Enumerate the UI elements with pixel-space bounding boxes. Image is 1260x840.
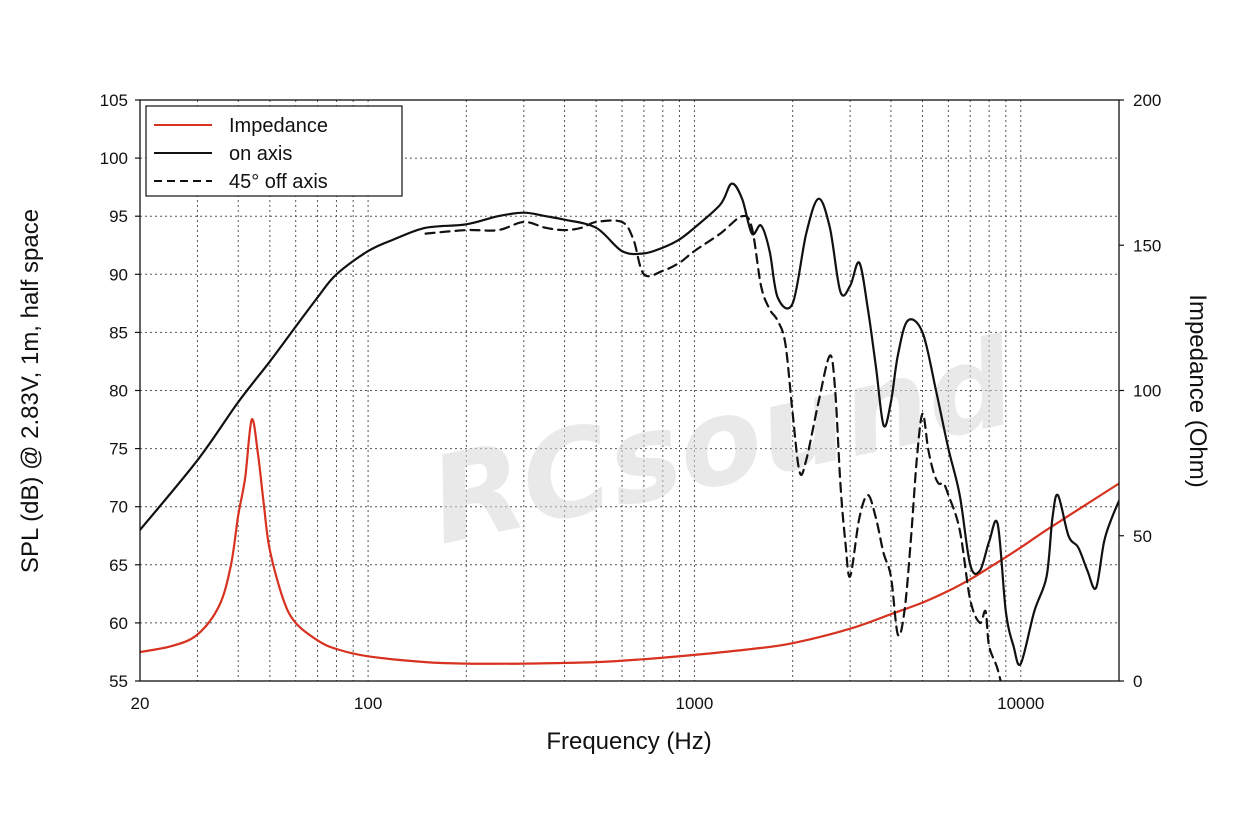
y2-tick-label: 200 — [1133, 91, 1161, 110]
y-tick-label: 95 — [109, 207, 128, 226]
series-line-on-axis — [140, 182, 1119, 666]
y-axis-title: SPL (dB) @ 2.83V, 1m, half space — [17, 209, 44, 573]
y-tick-label: 100 — [100, 149, 128, 168]
legend-label-impedance: Impedance — [229, 115, 328, 137]
x-tick-label: 1000 — [676, 694, 714, 713]
series-line-impedance — [140, 418, 1119, 665]
grid — [140, 100, 1119, 681]
y-tick-label: 75 — [109, 440, 128, 459]
y-tick-label: 80 — [109, 382, 128, 401]
y-axis-ticks: 55 60 65 70 75 80 85 90 95 100 105 — [100, 91, 140, 691]
legend-box — [145, 105, 403, 197]
series-line-45-off-axis — [424, 214, 1002, 681]
y2-axis-ticks: 0 50 100 150 200 — [1119, 91, 1161, 691]
y2-axis-title: Impedance (Ohm) — [1184, 294, 1211, 487]
x-axis-ticks: 20 100 1000 10000 — [131, 694, 1045, 713]
y-tick-label: 85 — [109, 323, 128, 342]
y-tick-label: 60 — [109, 614, 128, 633]
x-tick-label: 10000 — [997, 694, 1044, 713]
x-axis-title: Frequency (Hz) — [546, 728, 711, 755]
y-tick-label: 65 — [109, 556, 128, 575]
series-layer — [140, 182, 1119, 681]
x-tick-label: 20 — [131, 694, 150, 713]
legend-label-on-axis: on axis — [229, 143, 292, 165]
y2-tick-label: 150 — [1133, 236, 1161, 255]
y2-tick-label: 50 — [1133, 527, 1152, 546]
y-tick-label: 70 — [109, 498, 128, 517]
y-tick-label: 105 — [100, 91, 128, 110]
x-tick-label: 100 — [354, 694, 382, 713]
y-tick-label: 55 — [109, 672, 128, 691]
watermark-logo: RCsound — [419, 313, 1027, 572]
legend-label-off-axis: 45° off axis — [229, 171, 328, 193]
y2-tick-label: 100 — [1133, 382, 1161, 401]
y-tick-label: 90 — [109, 265, 128, 284]
legend: Impedance on axis 45° off axis — [145, 105, 403, 197]
y2-tick-label: 0 — [1133, 672, 1142, 691]
